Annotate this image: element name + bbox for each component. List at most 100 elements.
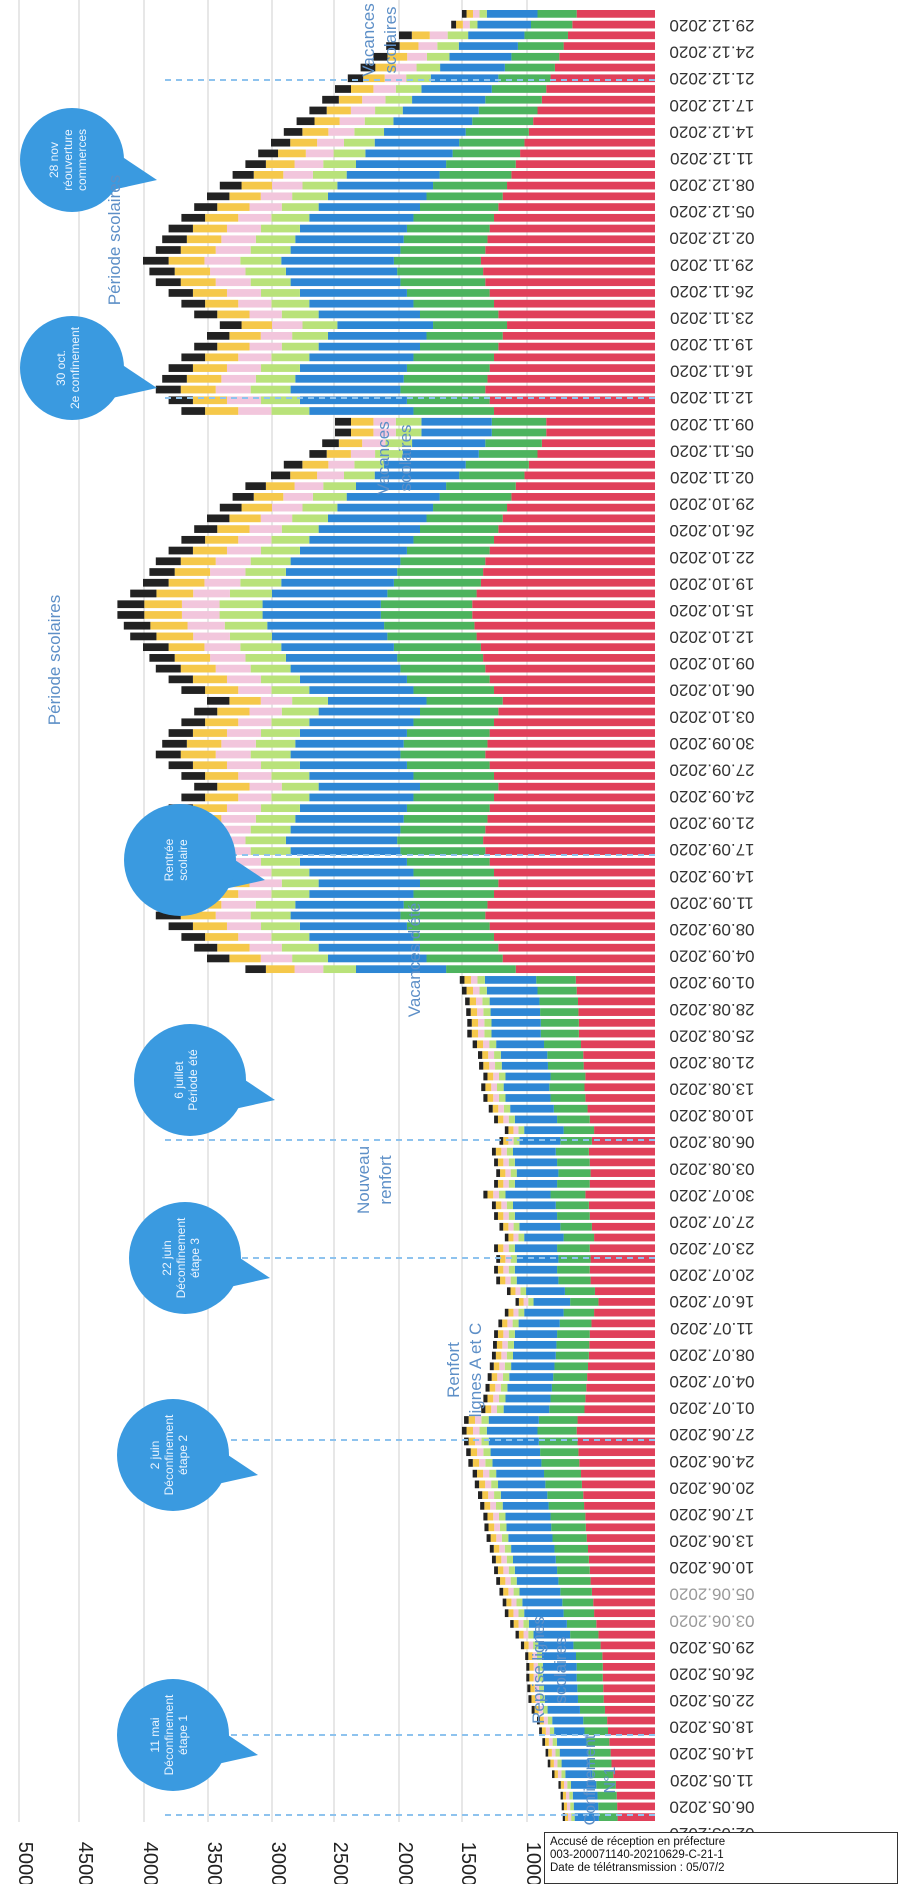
bar-segment-green (426, 696, 503, 705)
bar-segment-pink (221, 815, 256, 823)
callout-bubble (129, 1202, 241, 1314)
bar-segment-black (526, 1673, 530, 1682)
bar-segment-lightgreen (281, 342, 319, 351)
date-tick-label: 13.06.2020 (669, 1532, 754, 1551)
bar-segment-red (587, 1544, 655, 1553)
bar-segment-black (162, 739, 187, 748)
bar-segment-pink (407, 52, 427, 61)
bar-segment-blue (533, 1630, 571, 1639)
bar-segment-yellow (484, 1501, 491, 1510)
bar-segment-blue (514, 1179, 558, 1188)
bar-segment-yellow (180, 911, 216, 920)
bar-segment-red (594, 1126, 655, 1135)
bar-segment-red (578, 1448, 655, 1457)
date-tick-label: 16.07.2020 (669, 1292, 754, 1311)
bar-segment-green (491, 85, 547, 93)
bar-segment-pink (362, 439, 386, 448)
bar-segment-red (589, 1566, 655, 1575)
bar-segment-lightgreen (528, 1298, 534, 1306)
bar-segment-green (400, 664, 486, 673)
bar-segment-lightgreen (499, 1523, 507, 1532)
bar-segment-yellow (192, 546, 227, 555)
bar-segment-blue (430, 74, 499, 83)
bar-segment-black (143, 578, 169, 587)
bar-segment-blue (484, 976, 537, 984)
bar-segment-pink (215, 278, 251, 287)
bar-segment-yellow (186, 235, 222, 244)
bar-segment-lightgreen (569, 1791, 573, 1800)
bar-segment-green (553, 1104, 588, 1113)
bar-segment-black (515, 1630, 519, 1639)
bar-segment-green (406, 857, 490, 866)
bar-segment-lightgreen (245, 836, 286, 845)
bar-segment-pink (477, 1448, 484, 1457)
bar-segment-black (484, 1523, 489, 1532)
bar-segment-yellow (326, 450, 351, 458)
date-tick-label: 09.10.2020 (669, 654, 754, 673)
bar-segment-blue (488, 1416, 539, 1424)
date-tick-label: 14.05.2020 (669, 1744, 754, 1763)
bar-segment-lightgreen (484, 1029, 492, 1038)
bar-segment-red (528, 128, 655, 136)
bar-segment-blue (290, 911, 401, 920)
bar-segment-green (592, 1770, 614, 1779)
bar-segment-yellow (470, 1008, 478, 1016)
bar-segment-yellow (466, 10, 473, 18)
bar-segment-black (168, 224, 193, 233)
bar-segment-lightgreen (343, 138, 375, 147)
bar-segment-yellow (496, 1340, 503, 1349)
bar-segment-pink (476, 997, 483, 1006)
bar-segment-black (181, 535, 206, 544)
bar-segment-black (552, 1770, 555, 1779)
bar-segment-yellow (548, 1748, 552, 1757)
bar-segment-green (406, 364, 490, 372)
bar-segment-yellow (550, 1759, 554, 1768)
bar-segment-lightgreen (281, 310, 319, 319)
bar-segment-black (496, 1276, 501, 1285)
bar-segment-yellow (508, 1233, 514, 1242)
bar-segment-yellow (192, 289, 227, 297)
bar-segment-black (207, 192, 230, 201)
bar-segment-lightgreen (485, 1459, 493, 1467)
bar-segment-red (617, 1802, 655, 1811)
bar-segment-red (493, 407, 655, 415)
value-tick-label: 3000 (267, 1842, 289, 1884)
bar-segment-green (419, 310, 499, 319)
bar-segment-blue (295, 235, 404, 244)
bar-segment-yellow (487, 1394, 494, 1403)
bar-segment-pink (535, 1695, 540, 1703)
bar-segment-red (581, 1469, 655, 1478)
bar-segment-red (577, 997, 655, 1006)
bar-segment-green (576, 1673, 603, 1682)
bar-segment-blue (285, 568, 398, 576)
bar-segment-pink (501, 1555, 507, 1564)
bar-segment-red (480, 256, 655, 265)
bar-segment-blue (543, 1684, 578, 1693)
bar-segment-lightgreen (504, 1362, 512, 1371)
bar-segment-black (472, 1040, 478, 1049)
date-tick-label: 06.08.2020 (669, 1133, 754, 1152)
bar-segment-black (207, 332, 230, 340)
date-tick-label: 06.05.2020 (669, 1797, 754, 1816)
bar-segment-black (219, 181, 242, 190)
bar-segment-blue (506, 1523, 552, 1532)
bar-segment-black (526, 1662, 530, 1671)
bar-segment-black (335, 85, 351, 93)
bar-segment-green (557, 1212, 590, 1220)
bar-segment-pink (238, 868, 272, 877)
bar-segment-blue (505, 1190, 551, 1199)
bar-segment-pink (238, 793, 272, 802)
bar-segment-pink (483, 1040, 490, 1049)
callout-text: 28 novréouverturecommerces (47, 129, 89, 191)
date-tick-label: 29.11.2020 (670, 255, 754, 274)
bar-segment-blue (556, 1738, 587, 1746)
bar-segment-black (335, 428, 351, 437)
bar-segment-pink (181, 600, 220, 609)
bar-segment-green (547, 1491, 584, 1499)
bar-segment-pink (503, 1265, 509, 1274)
bar-segment-green (406, 546, 490, 555)
bar-segment-red (487, 900, 655, 909)
bar-segment-lightgreen (537, 1673, 543, 1682)
bar-segment-black (467, 1029, 472, 1038)
bar-segment-red (507, 321, 655, 330)
